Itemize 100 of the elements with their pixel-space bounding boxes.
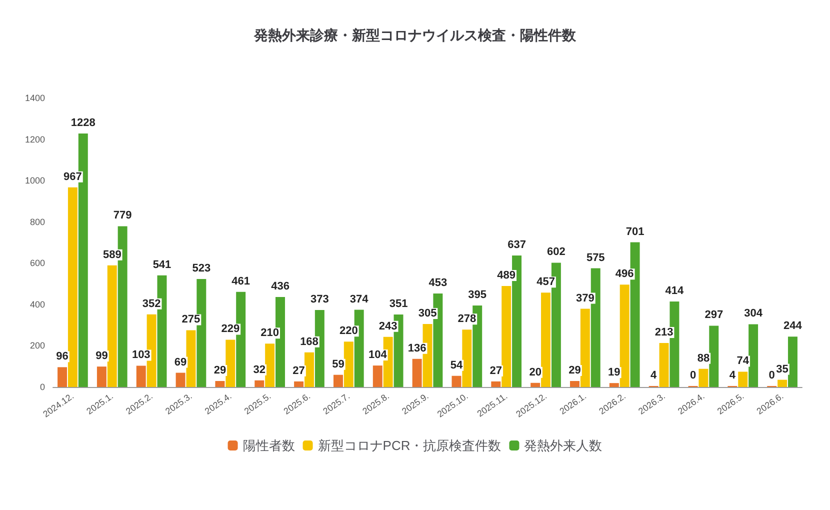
data-label: 541: [152, 258, 172, 271]
data-label: 59: [332, 358, 344, 370]
bar: [333, 374, 343, 387]
bar: [620, 284, 630, 387]
bar: [107, 265, 117, 387]
data-label: 374: [350, 293, 370, 306]
bar: [58, 367, 68, 387]
y-tick-label: 0: [40, 382, 45, 392]
data-label: 352: [142, 298, 161, 310]
bar: [294, 381, 304, 387]
bar: [372, 366, 382, 387]
data-label: 20: [529, 366, 542, 378]
data-label: 602: [547, 246, 566, 258]
bar: [452, 376, 462, 387]
data-label: 967: [64, 170, 82, 183]
data-label: 395: [468, 288, 487, 301]
data-label: 305: [418, 308, 437, 320]
bar: [186, 330, 196, 387]
y-tick-label: 1000: [24, 176, 45, 186]
data-label: 19: [608, 366, 620, 379]
bar: [136, 366, 146, 387]
legend-label: 発熱外来人数: [524, 438, 602, 453]
data-label: 1228: [70, 117, 96, 130]
data-label: 88: [697, 352, 710, 364]
data-label: 35: [776, 363, 788, 376]
data-label: 4: [650, 370, 658, 382]
bar: [412, 358, 422, 387]
data-label: 701: [626, 226, 644, 238]
bar: [344, 342, 354, 387]
bar: [491, 381, 501, 387]
data-label: 523: [192, 262, 211, 275]
bar: [659, 343, 669, 387]
data-label: 220: [339, 325, 358, 338]
data-label: 29: [214, 364, 226, 377]
data-label: 136: [408, 342, 426, 354]
legend-label: 新型コロナPCR・抗原検査件数: [318, 438, 502, 453]
bar: [788, 336, 798, 387]
y-tick-label: 200: [30, 340, 45, 351]
data-label: 32: [253, 364, 266, 376]
data-label: 379: [576, 292, 594, 304]
data-label: 278: [458, 313, 476, 326]
bar: [462, 330, 472, 387]
bar: [580, 308, 590, 387]
bar: [698, 368, 708, 387]
data-label: 29: [568, 364, 581, 377]
data-label: 297: [704, 309, 724, 322]
bar: [570, 381, 580, 387]
y-tick-label: 400: [30, 299, 45, 310]
data-label: 575: [586, 252, 605, 264]
data-label: 104: [368, 349, 388, 362]
data-label: 4: [729, 370, 736, 382]
bar: [502, 286, 512, 387]
data-label: 489: [497, 270, 516, 282]
data-label: 27: [490, 364, 502, 377]
bar: [778, 380, 788, 387]
bar: [541, 292, 551, 387]
chart-title: 発熱外来診療・新型コロナウイルス検査・陽性件数: [253, 27, 577, 43]
data-label: 74: [736, 355, 750, 368]
data-label: 414: [665, 285, 685, 298]
data-label: 27: [292, 364, 305, 377]
data-label: 229: [221, 323, 240, 336]
data-label: 589: [102, 248, 122, 261]
data-label: 496: [615, 268, 634, 280]
y-tick-label: 1400: [24, 93, 45, 103]
data-label: 244: [784, 320, 803, 332]
bar: [738, 372, 748, 387]
bar: [176, 372, 186, 387]
y-tick-label: 600: [30, 258, 45, 268]
bar: [226, 340, 236, 387]
data-label: 243: [378, 320, 398, 332]
bar: [254, 380, 264, 387]
legend-label: 陽性者数: [242, 438, 295, 453]
bar: [265, 344, 275, 387]
data-label: 373: [310, 294, 329, 306]
data-label: 54: [450, 359, 464, 372]
data-label: 779: [113, 210, 132, 222]
data-label: 210: [260, 327, 279, 340]
data-label: 103: [132, 349, 150, 362]
bar: [68, 187, 78, 387]
data-label: 453: [428, 276, 448, 289]
data-label: 0: [768, 370, 775, 382]
bar: [748, 324, 758, 387]
data-label: 69: [174, 356, 187, 368]
data-label: 99: [96, 350, 108, 362]
y-tick-label: 800: [30, 216, 45, 227]
data-label: 457: [536, 276, 555, 288]
data-label: 351: [389, 298, 408, 310]
data-label: 461: [232, 275, 250, 288]
data-label: 213: [654, 326, 674, 339]
data-label: 436: [271, 280, 290, 292]
data-label: 0: [690, 370, 696, 382]
bar: [609, 383, 619, 387]
data-label: 304: [744, 308, 764, 320]
y-tick-label: 1200: [24, 134, 45, 144]
bar: [530, 382, 540, 387]
data-label: 96: [56, 350, 68, 363]
data-label: 275: [182, 314, 200, 326]
data-label: 168: [300, 336, 318, 348]
bar: [96, 366, 106, 387]
data-label: 637: [508, 239, 526, 252]
